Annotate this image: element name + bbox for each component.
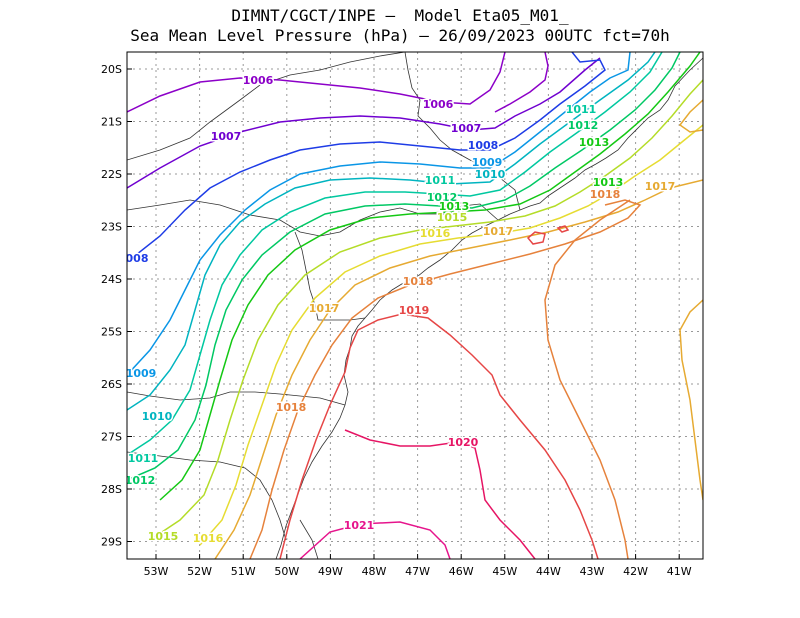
isobar-1017 xyxy=(678,99,703,133)
isobar-1021 xyxy=(299,521,451,559)
contour-label: 1006 xyxy=(423,98,454,111)
isobar-1006 xyxy=(127,52,506,113)
river xyxy=(299,519,319,559)
lon-tick-label: 50W xyxy=(274,565,299,578)
lat-tick-label: 23S xyxy=(101,221,122,234)
isobar-1008 xyxy=(127,52,606,263)
contour-label: 1010 xyxy=(142,410,173,423)
state-border xyxy=(294,231,366,321)
isobar-1019 xyxy=(526,231,546,245)
coastline-and-borders xyxy=(127,52,703,559)
isobar-1012 xyxy=(127,52,681,481)
isobar-1007 xyxy=(127,57,601,189)
contour-label: 1016 xyxy=(193,532,224,545)
lat-tick-label: 28S xyxy=(101,483,122,496)
contour-label: 1012 xyxy=(427,191,458,204)
lon-tick-label: 49W xyxy=(318,565,343,578)
contour-label: 1015 xyxy=(148,530,179,543)
contour-label: 1016 xyxy=(420,227,451,240)
isobar-1019 xyxy=(279,313,599,559)
contour-label: 1012 xyxy=(125,474,156,487)
contour-label: 008 xyxy=(126,252,149,265)
lat-tick-label: 25S xyxy=(101,326,122,339)
isobars xyxy=(127,52,703,559)
isobar-1017 xyxy=(679,299,703,501)
contour-label: 1017 xyxy=(645,180,676,193)
contour-label: 1018 xyxy=(590,188,621,201)
lon-tick-label: 53W xyxy=(144,565,169,578)
contour-label: 1011 xyxy=(425,174,456,187)
lon-tick-label: 44W xyxy=(536,565,561,578)
lat-tick-label: 27S xyxy=(101,431,122,444)
contour-label: 1009 xyxy=(126,367,157,380)
isobar-1017 xyxy=(214,179,703,559)
contour-label: 1015 xyxy=(437,211,468,224)
contour-label: 1013 xyxy=(439,200,470,213)
isobar-1020 xyxy=(344,429,536,559)
axis-ticks: 53W 52W 51W 50W 49W 48W 47W 46W 45W 44W 43W 42W 41W 2… xyxy=(101,63,692,578)
lon-tick-label: 43W xyxy=(580,565,605,578)
isobar-1018 xyxy=(249,199,642,559)
contour-label: 1020 xyxy=(448,436,479,449)
coastline xyxy=(275,57,703,559)
isobar-1016 xyxy=(199,124,703,546)
contour-label: 1007 xyxy=(211,130,242,143)
contour-label: 1018 xyxy=(403,275,434,288)
lat-tick-label: 29S xyxy=(101,536,122,549)
map-title-line-1: DIMNT/CGCT/INPE – Model Eta05_M01_ xyxy=(231,6,569,25)
lon-tick-label: 46W xyxy=(449,565,474,578)
lat-tick-label: 21S xyxy=(101,116,122,129)
lat-tick-label: 24S xyxy=(101,273,122,286)
isobar-1019 xyxy=(556,225,570,233)
map-title-line-2: Sea Mean Level Pressure (hPa) – 26/09/20… xyxy=(130,26,670,45)
contour-label: 1011 xyxy=(128,452,159,465)
isobar-1006 xyxy=(494,52,549,113)
contour-label: 1013 xyxy=(593,176,624,189)
isobar-1018 xyxy=(544,199,631,559)
lon-tick-label: 41W xyxy=(667,565,692,578)
map-frame xyxy=(126,51,704,560)
contour-label: 1012 xyxy=(568,119,599,132)
contour-labels: 1006100610071007100800810091009101010101… xyxy=(125,73,677,547)
lon-tick-label: 42W xyxy=(623,565,648,578)
lon-tick-label: 51W xyxy=(231,565,256,578)
isobar-1011 xyxy=(127,52,663,456)
contour-label: 1011 xyxy=(566,103,597,116)
lon-tick-label: 48W xyxy=(362,565,387,578)
isobar-1010 xyxy=(127,52,656,411)
contour-label: 1007 xyxy=(451,122,482,135)
contour-label: 1008 xyxy=(468,139,499,152)
isobar-1009 xyxy=(127,52,631,376)
contour-label: 1013 xyxy=(579,136,610,149)
lon-tick-label: 52W xyxy=(187,565,212,578)
contour-label: 1017 xyxy=(483,225,514,238)
contour-label: 1006 xyxy=(243,74,274,87)
contour-label: 1021 xyxy=(344,519,375,532)
lon-tick-label: 47W xyxy=(405,565,430,578)
contour-label: 1018 xyxy=(276,401,307,414)
state-border xyxy=(127,391,346,406)
contour-label: 1009 xyxy=(472,156,503,169)
lat-tick-label: 22S xyxy=(101,168,122,181)
lon-tick-label: 45W xyxy=(492,565,517,578)
state-border xyxy=(404,52,521,211)
contour-label: 1019 xyxy=(399,304,430,317)
state-border xyxy=(127,52,406,161)
isobar-1013 xyxy=(159,52,701,501)
lat-tick-label: 20S xyxy=(101,63,122,76)
state-border xyxy=(127,451,287,541)
isobar-1015 xyxy=(149,79,703,541)
contour-label: 1017 xyxy=(309,302,340,315)
contour-label: 1010 xyxy=(475,168,506,181)
lat-tick-label: 26S xyxy=(101,378,122,391)
